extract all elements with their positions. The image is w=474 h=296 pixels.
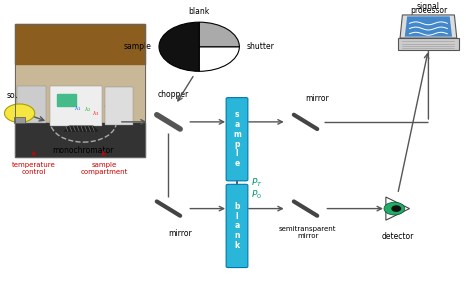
Wedge shape [199,47,239,71]
Circle shape [392,206,401,211]
Polygon shape [386,197,410,220]
Circle shape [4,104,35,123]
Text: shutter: shutter [246,42,274,51]
Bar [15,24,145,64]
Text: sample: sample [124,42,152,51]
FancyBboxPatch shape [226,98,248,181]
Text: s
a
m
p
l
e: s a m p l e [233,110,241,168]
Wedge shape [199,22,239,47]
Text: mirror: mirror [168,229,192,238]
Circle shape [384,202,405,215]
Text: $\lambda_2$: $\lambda_2$ [84,105,91,114]
Bar [105,87,133,125]
Bar [15,24,145,157]
Text: $\lambda_1$: $\lambda_1$ [74,104,82,113]
Bar [17,86,46,123]
Bar [14,117,25,123]
Text: mirror: mirror [297,233,319,239]
FancyBboxPatch shape [226,184,248,268]
Text: $P_0$: $P_0$ [251,188,262,201]
Bar [57,94,76,106]
Text: signal: signal [417,1,440,11]
Text: semitransparent: semitransparent [279,226,337,232]
Text: b
l
a
n
k: b l a n k [234,202,240,250]
Text: chopper: chopper [157,90,189,99]
Wedge shape [159,22,199,71]
Polygon shape [398,38,459,50]
Polygon shape [400,15,457,38]
Polygon shape [405,16,452,37]
Text: $\lambda_3$: $\lambda_3$ [92,110,100,118]
Text: detector: detector [382,232,414,241]
Text: source: source [7,91,32,100]
Text: monochromator: monochromator [53,147,114,155]
Text: $P_T$: $P_T$ [251,177,263,189]
Bar [15,24,145,123]
Text: blank: blank [189,7,210,16]
Polygon shape [64,126,98,131]
Text: processor: processor [410,6,447,15]
Text: temperature
control: temperature control [12,162,55,175]
Text: sample
compartment: sample compartment [81,162,128,175]
Bar [15,123,145,157]
Text: mirror: mirror [305,94,329,103]
Bar [50,86,102,126]
